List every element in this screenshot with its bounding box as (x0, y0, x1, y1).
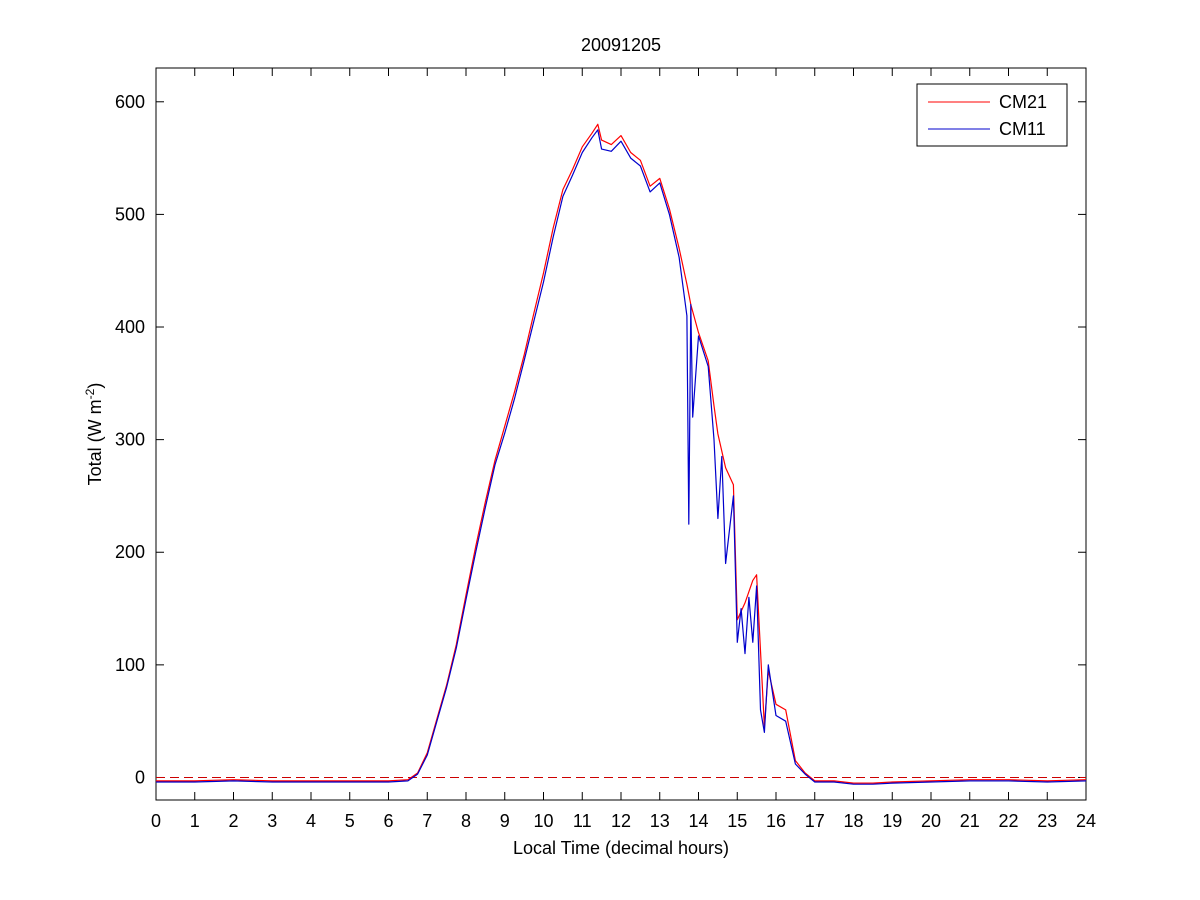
y-axis-label-superscript: -2 (83, 388, 97, 399)
y-tick-label: 0 (135, 767, 145, 787)
y-tick-label: 200 (115, 542, 145, 562)
y-axis-label: Total (W m-2) (83, 383, 105, 486)
legend-box (916, 83, 1068, 147)
x-tick-label: 5 (345, 811, 355, 831)
x-axis-ticks: 0 1 2 3 4 5 6 7 8 9 10 11 12 13 14 15 16 17 18 19 20 21 22 23 24 (151, 68, 1096, 831)
y-axis-label-prefix: Total (W m (85, 399, 105, 485)
plot-area (155, 67, 1087, 801)
x-tick-label: 23 (1037, 811, 1057, 831)
x-tick-label: 12 (611, 811, 631, 831)
y-tick-label: 500 (115, 204, 145, 224)
x-tick-label: 6 (383, 811, 393, 831)
x-tick-label: 22 (998, 811, 1018, 831)
x-tick-label: 11 (573, 811, 592, 831)
x-tick-label: 8 (461, 811, 471, 831)
x-tick-label: 18 (843, 811, 863, 831)
x-tick-label: 10 (533, 811, 553, 831)
chart-title: 20091205 (581, 35, 661, 55)
x-tick-label: 13 (650, 811, 670, 831)
legend-label-cm21: CM21 (999, 92, 1047, 112)
x-tick-label: 2 (228, 811, 238, 831)
legend: CM21 CM11 (916, 83, 1068, 147)
y-tick-label: 300 (115, 430, 145, 450)
y-tick-label: 100 (115, 655, 145, 675)
x-tick-label: 4 (306, 811, 316, 831)
x-tick-label: 21 (960, 811, 980, 831)
x-tick-label: 24 (1076, 811, 1096, 831)
x-tick-label: 17 (805, 811, 825, 831)
x-tick-label: 3 (267, 811, 277, 831)
x-tick-label: 16 (766, 811, 786, 831)
x-tick-label: 9 (500, 811, 510, 831)
y-tick-label: 600 (115, 92, 145, 112)
x-tick-label: 20 (921, 811, 941, 831)
x-tick-label: 0 (151, 811, 161, 831)
x-axis-label: Local Time (decimal hours) (513, 838, 729, 858)
series-line-cm21 (156, 123, 1086, 784)
x-tick-label: 14 (688, 811, 708, 831)
y-axis-ticks: 0 100 200 300 400 500 600 (115, 92, 1086, 787)
series-line-cm11 (156, 129, 1086, 785)
x-tick-label: 1 (190, 811, 200, 831)
x-tick-label: 19 (882, 811, 902, 831)
y-axis-label-suffix: ) (85, 383, 105, 389)
y-tick-label: 400 (115, 317, 145, 337)
legend-label-cm11: CM11 (999, 119, 1046, 139)
series-lines (156, 123, 1086, 785)
x-tick-label: 15 (727, 811, 747, 831)
x-tick-label: 7 (422, 811, 432, 831)
